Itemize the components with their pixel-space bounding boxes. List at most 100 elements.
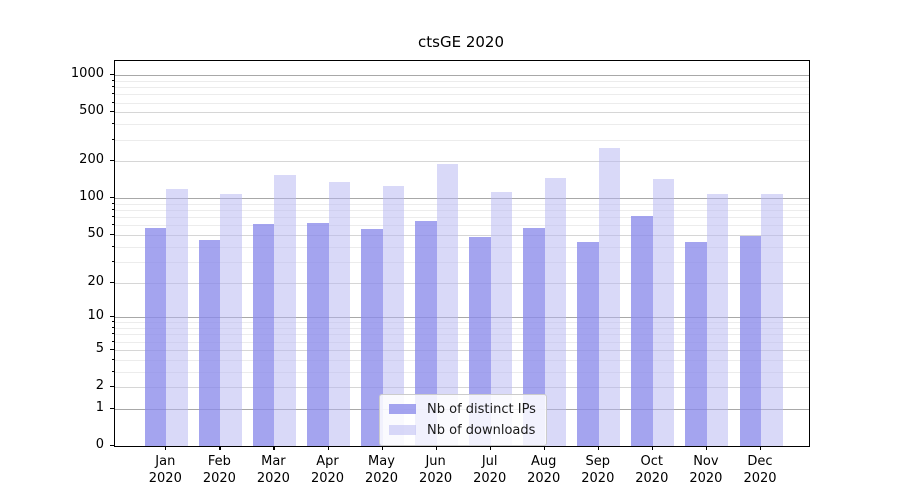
x-tick-label: Feb 2020 [202, 454, 236, 486]
bar-downloads [436, 163, 459, 446]
y-tick-mark-minor [111, 123, 114, 125]
y-tick-mark-minor [111, 340, 114, 342]
gridline-minor [115, 124, 809, 126]
legend-label-distinct-ips: Nb of distinct IPs [427, 401, 536, 417]
x-tick-mark [651, 446, 653, 450]
y-tick-mark-minor [111, 101, 114, 103]
x-tick-label: Mar 2020 [256, 454, 290, 486]
gridline-minor [115, 359, 809, 361]
gridline-minor [115, 328, 809, 329]
x-tick-mark [597, 446, 599, 450]
gridline-minor [115, 80, 809, 82]
bar-downloads [328, 181, 350, 446]
x-tick-label: Jul 2020 [473, 454, 507, 486]
y-tick-label: 200 [79, 152, 104, 168]
bar-downloads [706, 193, 729, 446]
legend-item-downloads: Nb of downloads [389, 421, 536, 439]
bar-distinct-ips [685, 241, 707, 446]
y-tick-mark [110, 74, 114, 76]
y-tick-mark-minor [111, 245, 114, 247]
bar-distinct-ips [415, 221, 437, 446]
x-tick-mark [705, 446, 708, 450]
gridline [115, 387, 809, 388]
y-tick-label: 20 [87, 273, 104, 289]
x-tick-label: Oct 2020 [635, 454, 669, 486]
bar-distinct-ips [739, 236, 761, 446]
y-tick-mark [110, 348, 114, 350]
bar-downloads [166, 189, 188, 446]
x-tick-label: Jan 2020 [148, 454, 182, 486]
bar-downloads [220, 193, 242, 446]
bar-distinct-ips [523, 228, 545, 446]
legend-swatch-distinct-ips [389, 404, 416, 414]
gridline [115, 112, 809, 114]
gridline [115, 349, 809, 351]
bar-distinct-ips [469, 237, 491, 446]
bar-distinct-ips [144, 228, 167, 446]
x-tick-label: Dec 2020 [743, 454, 777, 486]
y-tick-mark-minor [111, 79, 114, 81]
gridline [115, 75, 809, 77]
gridline-minor [115, 203, 809, 205]
y-tick-label: 2 [95, 378, 104, 393]
y-tick-mark [110, 445, 114, 447]
bar-distinct-ips [361, 228, 383, 446]
legend-swatch-downloads [389, 425, 416, 435]
x-tick-mark [381, 446, 383, 450]
y-tick-mark-minor [111, 202, 114, 204]
x-tick-mark [327, 446, 329, 450]
x-tick-label: Sep 2020 [581, 454, 615, 486]
y-tick-mark-minor [111, 327, 114, 328]
y-tick-mark [110, 160, 114, 162]
bar-downloads [490, 191, 513, 446]
gridline-minor [115, 246, 809, 248]
y-tick-mark [110, 233, 114, 236]
bar-downloads [652, 178, 675, 446]
y-tick-mark-minor [111, 209, 114, 211]
gridline-minor [115, 94, 809, 96]
plot-area [114, 60, 810, 447]
bar-distinct-ips [252, 224, 275, 446]
y-tick-label: 50 [87, 225, 104, 241]
y-tick-mark-minor [111, 86, 114, 87]
gridline-minor [115, 334, 809, 336]
gridline-minor [115, 371, 809, 373]
y-tick-label: 100 [79, 189, 104, 205]
x-tick-mark [165, 446, 167, 450]
gridline [115, 282, 809, 284]
gridline-minor [115, 217, 809, 219]
legend-item-distinct-ips: Nb of distinct IPs [389, 400, 536, 418]
x-tick-mark [543, 446, 545, 450]
y-tick-mark-minor [111, 333, 114, 335]
y-tick-mark [110, 316, 114, 318]
legend-label-downloads: Nb of downloads [427, 422, 536, 438]
gridline [115, 161, 809, 163]
bar-downloads [274, 175, 296, 446]
x-tick-label: Aug 2020 [527, 454, 561, 486]
gridline [115, 317, 809, 319]
y-tick-mark-minor [111, 321, 114, 323]
bar-downloads [382, 185, 404, 446]
bar-distinct-ips [198, 240, 221, 446]
y-tick-mark [110, 407, 114, 409]
y-tick-label: 5 [95, 340, 104, 356]
y-tick-mark [110, 111, 114, 113]
bar-distinct-ips [307, 222, 329, 446]
y-tick-mark-minor [111, 216, 114, 218]
bar-distinct-ips [577, 241, 599, 446]
x-tick-mark [489, 446, 491, 450]
gridline-minor [115, 139, 809, 141]
y-tick-mark-minor [111, 224, 114, 226]
x-tick-label: May 2020 [364, 454, 399, 486]
gridline-minor [115, 322, 809, 324]
y-tick-mark [110, 386, 114, 388]
gridline [115, 234, 809, 236]
y-tick-mark-minor [111, 358, 114, 360]
x-tick-label: Jun 2020 [419, 454, 453, 486]
bar-downloads [544, 177, 567, 446]
y-tick-mark-minor [111, 138, 114, 140]
gridline-minor [115, 87, 809, 88]
x-tick-mark [219, 446, 221, 450]
bar-downloads [761, 194, 783, 446]
y-tick-mark-minor [111, 370, 114, 372]
